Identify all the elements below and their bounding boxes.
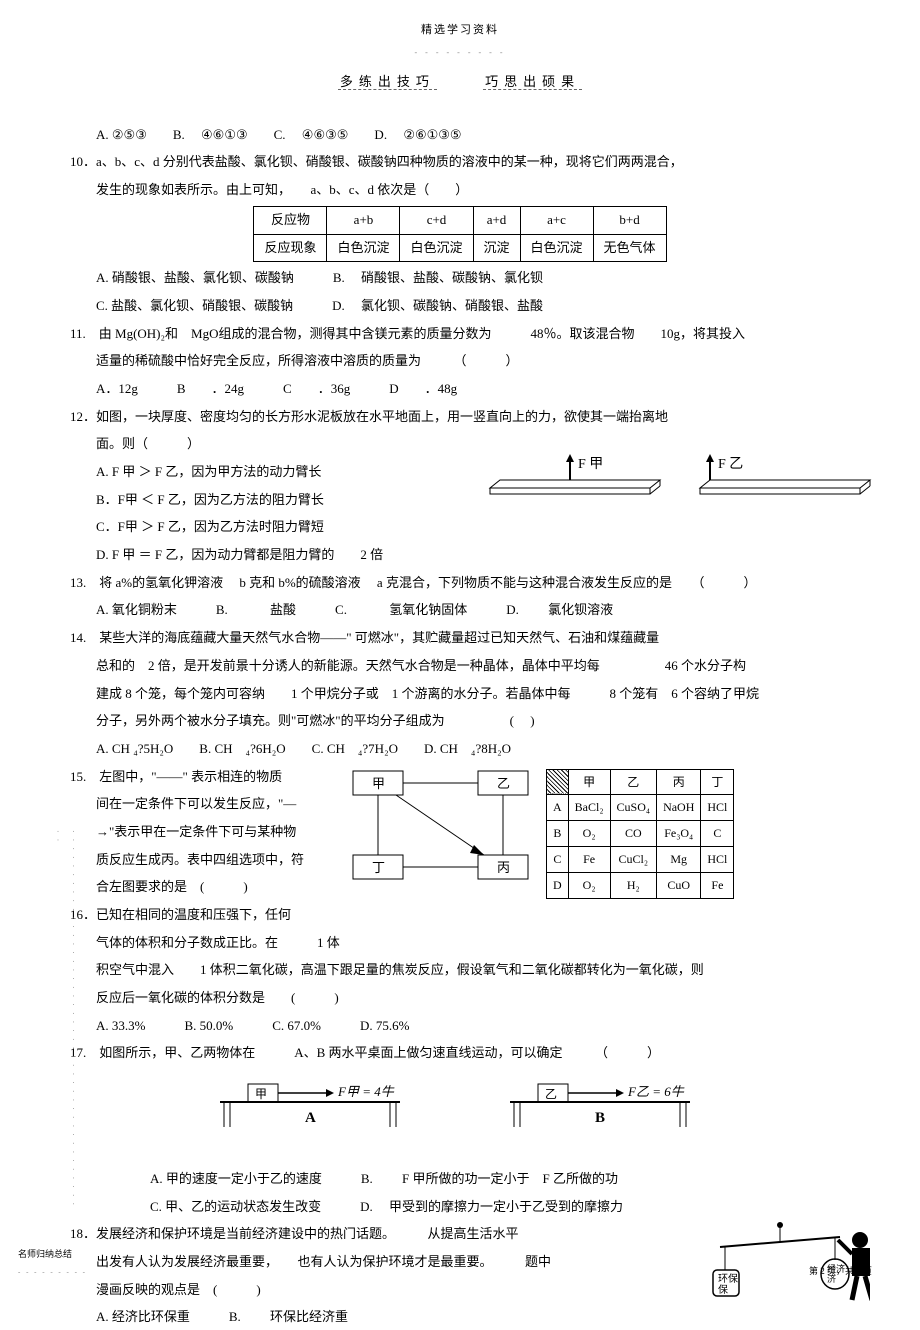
doc-header: 精选学习资料 (70, 20, 850, 41)
q15-l5: 合左图要求的是 ( ) (70, 875, 330, 900)
q16-opts: A. 33.3% B. 50.0% C. 67.0% D. 75.6% (70, 1014, 850, 1039)
t10r1c5: a+c (520, 206, 593, 234)
q15-table: 甲乙丙丁 ABaCl₂CuSO₄NaOHHCl BO₂COFe₃O₄C CFeC… (546, 769, 734, 899)
svg-text:环保: 环保 (718, 1272, 738, 1285)
doc-subtitle: 多练出技巧 巧思出硕果 (70, 70, 850, 95)
t10r1c3: c+d (400, 206, 473, 234)
q12-stem1: 12．如图，一块厚度、密度均匀的长方形水泥板放在水平地面上，用一竖直向上的力，欲… (70, 405, 850, 430)
q15-l4: 质反应生成丙。表中四组选项中，符 (70, 848, 330, 873)
q10-stem2: 发生的现象如表所示。由上可知， a、b、c、d 依次是（ ） (70, 178, 850, 203)
svg-text:丙: 丙 (497, 860, 510, 875)
q12-optC: C．F甲 ＞ F 乙，因为乙方法时阻力臂短 (70, 515, 850, 540)
q15-l1: 15. 左图中，"——" 表示相连的物质 (70, 765, 330, 790)
footer-right: 第 2 页，共 5 页 (809, 1263, 872, 1280)
q10-stem1: 10．a、b、c、d 分别代表盐酸、氯化钡、硝酸银、碳酸钠四种物质的溶液中的某一… (70, 150, 850, 175)
svg-text:甲: 甲 (372, 776, 385, 791)
svg-text:乙: 乙 (545, 1087, 557, 1101)
svg-text:F甲 = 4牛: F甲 = 4牛 (337, 1084, 395, 1099)
subtitle-left: 多练出技巧 (338, 74, 437, 90)
t10r1c6: b+d (593, 206, 666, 234)
q10-optCD: C. 盐酸、氯化钡、硝酸银、碳酸钠 D. 氯化钡、碳酸钠、硝酸银、盐酸 (70, 294, 850, 319)
svg-text:丁: 丁 (372, 860, 385, 875)
t10r2c4: 沉淀 (473, 234, 520, 262)
q14-l4: 分子，另外两个被水分子填充。则"可燃冰"的平均分子组成为 ( ) (70, 709, 850, 734)
t10r2c6: 无色气体 (593, 234, 666, 262)
t10r2c2: 白色沉淀 (327, 234, 400, 262)
t10r2c5: 白色沉淀 (520, 234, 593, 262)
q15-l3: →"表示甲在一定条件下可与某种物 (70, 820, 330, 845)
svg-text:保: 保 (718, 1283, 728, 1296)
q12-diagram: F 甲 F 乙 (480, 452, 880, 500)
q13-opts: A. 氧化铜粉末 B. 盐酸 C. 氢氧化钠固体 D. 氯化钡溶液 (70, 598, 850, 623)
q14-l3: 建成 8 个笼，每个笼内可容纳 1 个甲烷分子或 1 个游离的水分子。若晶体中每… (70, 682, 850, 707)
svg-text:F乙 = 6牛: F乙 = 6牛 (627, 1084, 685, 1099)
t10r1c4: a+d (473, 206, 520, 234)
header-dots: - - - - - - - - - (70, 45, 850, 60)
svg-text:B: B (595, 1110, 605, 1126)
q16-l4: 反应后一氧化碳的体积分数是 ( ) (70, 986, 850, 1011)
q11-opts: A．12g B ．24g C ．36g D ．48g (70, 377, 850, 402)
q10-optAB: A. 硝酸银、盐酸、氯化钡、碳酸钠 B. 硝酸银、盐酸、碳酸钠、氯化钡 (70, 266, 850, 291)
footer-left: 名师归纳总结 - - - - - - - - - (18, 1246, 87, 1280)
q10-table: 反应物 a+b c+d a+d a+c b+d 反应现象 白色沉淀 白色沉淀 沉… (253, 206, 666, 262)
q16-l2: 气体的体积和分子数成正比。在 1 体 (70, 931, 850, 956)
q14-l2: 总和的 2 倍，是开发前景十分诱人的新能源。天然气水合物是一种晶体，晶体中平均每… (70, 654, 850, 679)
q11-stem1: 11. 由 Mg(OH)₂和 MgO组成的混合物，测得其中含镁元素的质量分数为 … (70, 322, 850, 347)
q13-stem: 13. 将 a%的氢氧化钾溶液 b 克和 b%的硫酸溶液 a 克混合，下列物质不… (70, 571, 850, 596)
q12-optD: D. F 甲 ＝ F 乙，因为动力臂都是阻力臂的 2 倍 (70, 543, 850, 568)
t10r2c3: 白色沉淀 (400, 234, 473, 262)
t10r2c1: 反应现象 (254, 234, 327, 262)
subtitle-right: 巧思出硕果 (483, 74, 582, 90)
q16-l1: 16．已知在相同的温度和压强下，任何 (70, 903, 330, 928)
svg-text:甲: 甲 (255, 1087, 267, 1101)
q11-stem2: 适量的稀硫酸中恰好完全反应，所得溶液中溶质的质量为 （ ） (70, 349, 850, 374)
q16-l3: 积空气中混入 1 体积二氧化碳，高温下跟足量的焦炭反应，假设氧气和二氧化碳都转化… (70, 958, 850, 983)
q12-label-yi: F 乙 (718, 456, 743, 472)
q14-opts: A. CH ₄?5H₂O B. CH ₄?6H₂O C. CH ₄?7H₂O D… (70, 737, 850, 762)
side-dotted-line: · · · · · · · · · · · · · · · · · · · · … (50, 830, 80, 1210)
t10r1c2: a+b (327, 206, 400, 234)
q9-options: A. ②⑤③ B. ④⑥①③ C. ④⑥③⑤ D. ②⑥①③⑤ (70, 123, 850, 148)
q17-optAB: A. 甲的速度一定小于乙的速度 B. F 甲所做的功一定小于 F 乙所做的功 (70, 1167, 850, 1192)
t10r1c1: 反应物 (254, 206, 327, 234)
q17-stem: 17. 如图所示，甲、乙两物体在 A、B 两水平桌面上做匀速直线运动，可以确定 … (70, 1041, 850, 1066)
q15-l2: 间在一定条件下可以发生反应，"— (70, 792, 330, 817)
q17-optCD: C. 甲、乙的运动状态发生改变 D. 甲受到的摩擦力一定小于乙受到的摩擦力 (70, 1195, 850, 1220)
q14-l1: 14. 某些大洋的海底蕴藏大量天然气水合物——" 可燃冰"，其贮藏量超过已知天然… (70, 626, 850, 651)
svg-text:A: A (305, 1110, 316, 1126)
q17-diagram: 甲 F甲 = 4牛 A 乙 F乙 = 6牛 B (200, 1072, 720, 1152)
q12-label-jia: F 甲 (578, 457, 603, 472)
q15-diagram: 甲 乙 丁 丙 (338, 765, 538, 885)
svg-text:乙: 乙 (497, 776, 510, 791)
